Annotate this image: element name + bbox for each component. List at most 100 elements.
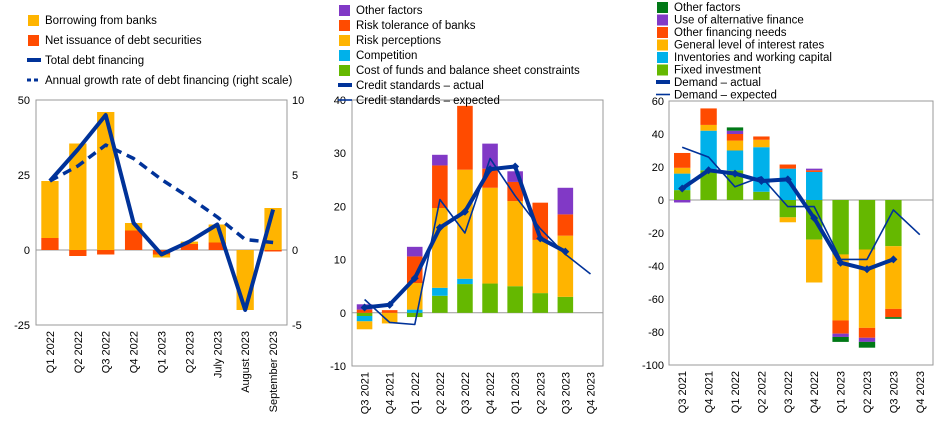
- x-tick-label: Q2 2023: [862, 371, 874, 413]
- bar-segment: [832, 320, 849, 334]
- x-tick-label: Q1 2023: [157, 331, 169, 373]
- y-tick-label: 0: [340, 308, 346, 320]
- bar-segment: [700, 124, 717, 131]
- line-marker: [678, 184, 687, 193]
- bar-segment: [406, 309, 423, 313]
- plot-frame: [35, 99, 288, 326]
- legend-label: Net issuance of debt securities: [45, 35, 202, 47]
- bar-segment: [557, 235, 574, 297]
- bar-segment: [726, 140, 744, 151]
- bar-segment: [482, 187, 498, 284]
- x-tick-label: August 2023: [240, 331, 252, 393]
- legend-swatch: [657, 39, 668, 51]
- legend-label: General level of interest rates: [674, 40, 824, 52]
- y-tick-label: -40: [648, 261, 664, 273]
- legend-swatch: [28, 15, 39, 26]
- line-marker: [536, 234, 545, 243]
- x-tick-label: Q4 2022: [129, 331, 141, 373]
- bar-segment: [356, 321, 373, 330]
- legend-label: Competition: [356, 50, 417, 62]
- line-marker: [511, 162, 520, 171]
- y-tick-label: -25: [14, 320, 30, 332]
- x-tick-label: Q1 2022: [410, 372, 422, 414]
- legend-label: Total debt financing: [45, 55, 144, 67]
- y-tick-label: -100: [642, 360, 664, 372]
- legend-label: Demand – actual: [674, 77, 761, 89]
- bar-segment: [753, 147, 770, 192]
- bar-segment: [532, 239, 549, 294]
- legend-swatch: [339, 20, 350, 31]
- y-tick-label: -80: [648, 327, 664, 339]
- bar-segment: [806, 171, 823, 200]
- x-tick-label: Q3 2022: [101, 331, 113, 373]
- legend-label: Borrowing from banks: [45, 15, 157, 27]
- x-tick-label: Q2 2023: [184, 331, 196, 373]
- bar-segment: [779, 200, 796, 218]
- bar-segment: [858, 327, 876, 338]
- x-tick-label: Q4 2022: [809, 371, 821, 413]
- bar-segment: [432, 207, 448, 288]
- y-tick-label: -10: [330, 361, 346, 373]
- bar-segment: [432, 287, 448, 296]
- bar-segment: [700, 108, 717, 125]
- x-tick-label: July 2023: [212, 331, 224, 378]
- bar-segment: [806, 168, 823, 171]
- chart-loan-demand: -100 -80 -60 -40 -20 0 20 40 60 Q3 2021 Q4 2021 Q1 …: [642, 2, 934, 413]
- bar-segment: [381, 312, 398, 324]
- bar-segment: [885, 317, 902, 319]
- legend-label: Demand – expected: [674, 90, 777, 102]
- bar-segment: [726, 134, 744, 141]
- line-marker: [704, 166, 713, 175]
- bar-segment: [674, 152, 691, 168]
- line-marker: [863, 265, 871, 274]
- y-right-tick-label: 10: [292, 95, 304, 107]
- legend-swatch: [339, 35, 350, 46]
- bar-segment: [885, 200, 902, 247]
- legend-label: Risk perceptions: [356, 35, 441, 47]
- line-marker: [460, 207, 469, 216]
- bar-segment: [557, 296, 574, 313]
- x-tick-label: Q1 2022: [730, 371, 742, 413]
- bar-segment: [806, 170, 823, 172]
- bar-segment: [97, 250, 115, 255]
- plot-frame: [668, 100, 934, 366]
- line-marker: [783, 175, 792, 184]
- line-marker: [889, 255, 898, 264]
- bar-segment: [406, 246, 423, 257]
- bar-segment: [832, 254, 849, 321]
- x-tick-label: Q3 2023: [560, 372, 572, 414]
- line-marker: [731, 169, 739, 178]
- bar-segment: [779, 164, 796, 169]
- bar-segment: [753, 139, 770, 148]
- bar-segment: [69, 250, 87, 256]
- plot-frame: [351, 99, 604, 367]
- legend-label: Credit standards – expected: [356, 95, 500, 107]
- bar-segment: [858, 249, 876, 328]
- series-line: [364, 157, 591, 326]
- x-tick-label: Q3 2022: [783, 371, 795, 413]
- x-tick-label: September 2023: [268, 331, 280, 412]
- x-tick-label: Q2 2022: [73, 331, 85, 373]
- bar-segment: [432, 165, 448, 208]
- line-marker: [435, 223, 444, 232]
- bar-segment: [507, 286, 523, 313]
- legend-label: Risk tolerance of banks: [356, 20, 476, 32]
- bar-segment: [69, 143, 87, 250]
- line-marker: [410, 274, 419, 283]
- bar-segment: [457, 278, 473, 285]
- legend-swatch: [339, 5, 350, 16]
- legend-swatch: [339, 50, 350, 61]
- x-tick-label: Q3 2021: [360, 372, 372, 414]
- bar-segment: [753, 136, 770, 140]
- bar-segment: [236, 250, 254, 310]
- bar-segment: [726, 127, 744, 131]
- bar-segment: [457, 105, 473, 170]
- x-tick-label: Q1 2023: [836, 371, 848, 413]
- bar-segment: [806, 239, 823, 283]
- line-marker: [360, 303, 369, 312]
- bar-segment: [356, 312, 373, 316]
- bar-segment: [507, 171, 523, 182]
- legend-label: Other factors: [674, 2, 741, 14]
- legend-label: Cost of funds and balance sheet constrai…: [356, 65, 580, 77]
- y-tick-label: 30: [334, 148, 346, 160]
